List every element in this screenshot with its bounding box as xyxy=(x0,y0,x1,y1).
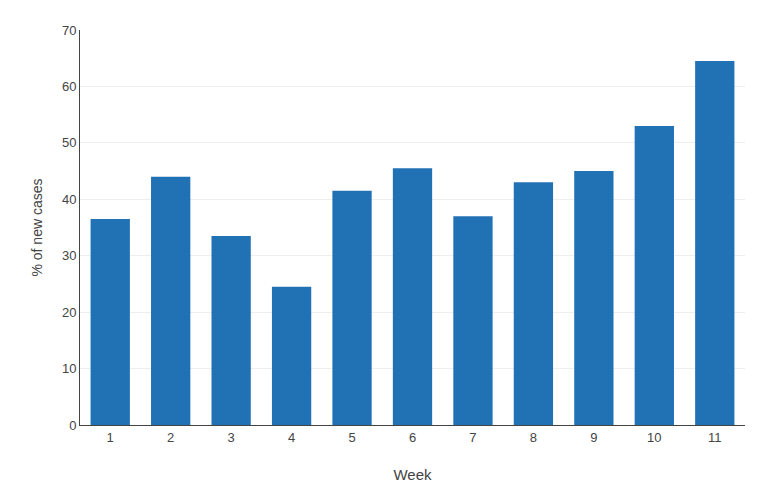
svg-text:Week: Week xyxy=(393,466,432,483)
svg-text:10: 10 xyxy=(62,361,76,376)
svg-text:4: 4 xyxy=(288,430,295,445)
svg-text:3: 3 xyxy=(228,430,235,445)
svg-text:11: 11 xyxy=(708,430,722,445)
svg-text:0: 0 xyxy=(69,418,76,433)
svg-text:50: 50 xyxy=(62,135,76,150)
svg-text:20: 20 xyxy=(62,305,76,320)
svg-text:30: 30 xyxy=(62,248,76,263)
svg-text:6: 6 xyxy=(409,430,416,445)
svg-text:10: 10 xyxy=(647,430,661,445)
svg-text:70: 70 xyxy=(62,23,76,38)
svg-text:2: 2 xyxy=(167,430,174,445)
svg-text:60: 60 xyxy=(62,79,76,94)
svg-text:5: 5 xyxy=(348,430,355,445)
svg-text:% of new cases: % of new cases xyxy=(29,178,45,276)
svg-text:9: 9 xyxy=(590,430,597,445)
svg-text:1: 1 xyxy=(107,430,114,445)
svg-text:8: 8 xyxy=(530,430,537,445)
svg-text:7: 7 xyxy=(469,430,476,445)
svg-text:40: 40 xyxy=(62,192,76,207)
